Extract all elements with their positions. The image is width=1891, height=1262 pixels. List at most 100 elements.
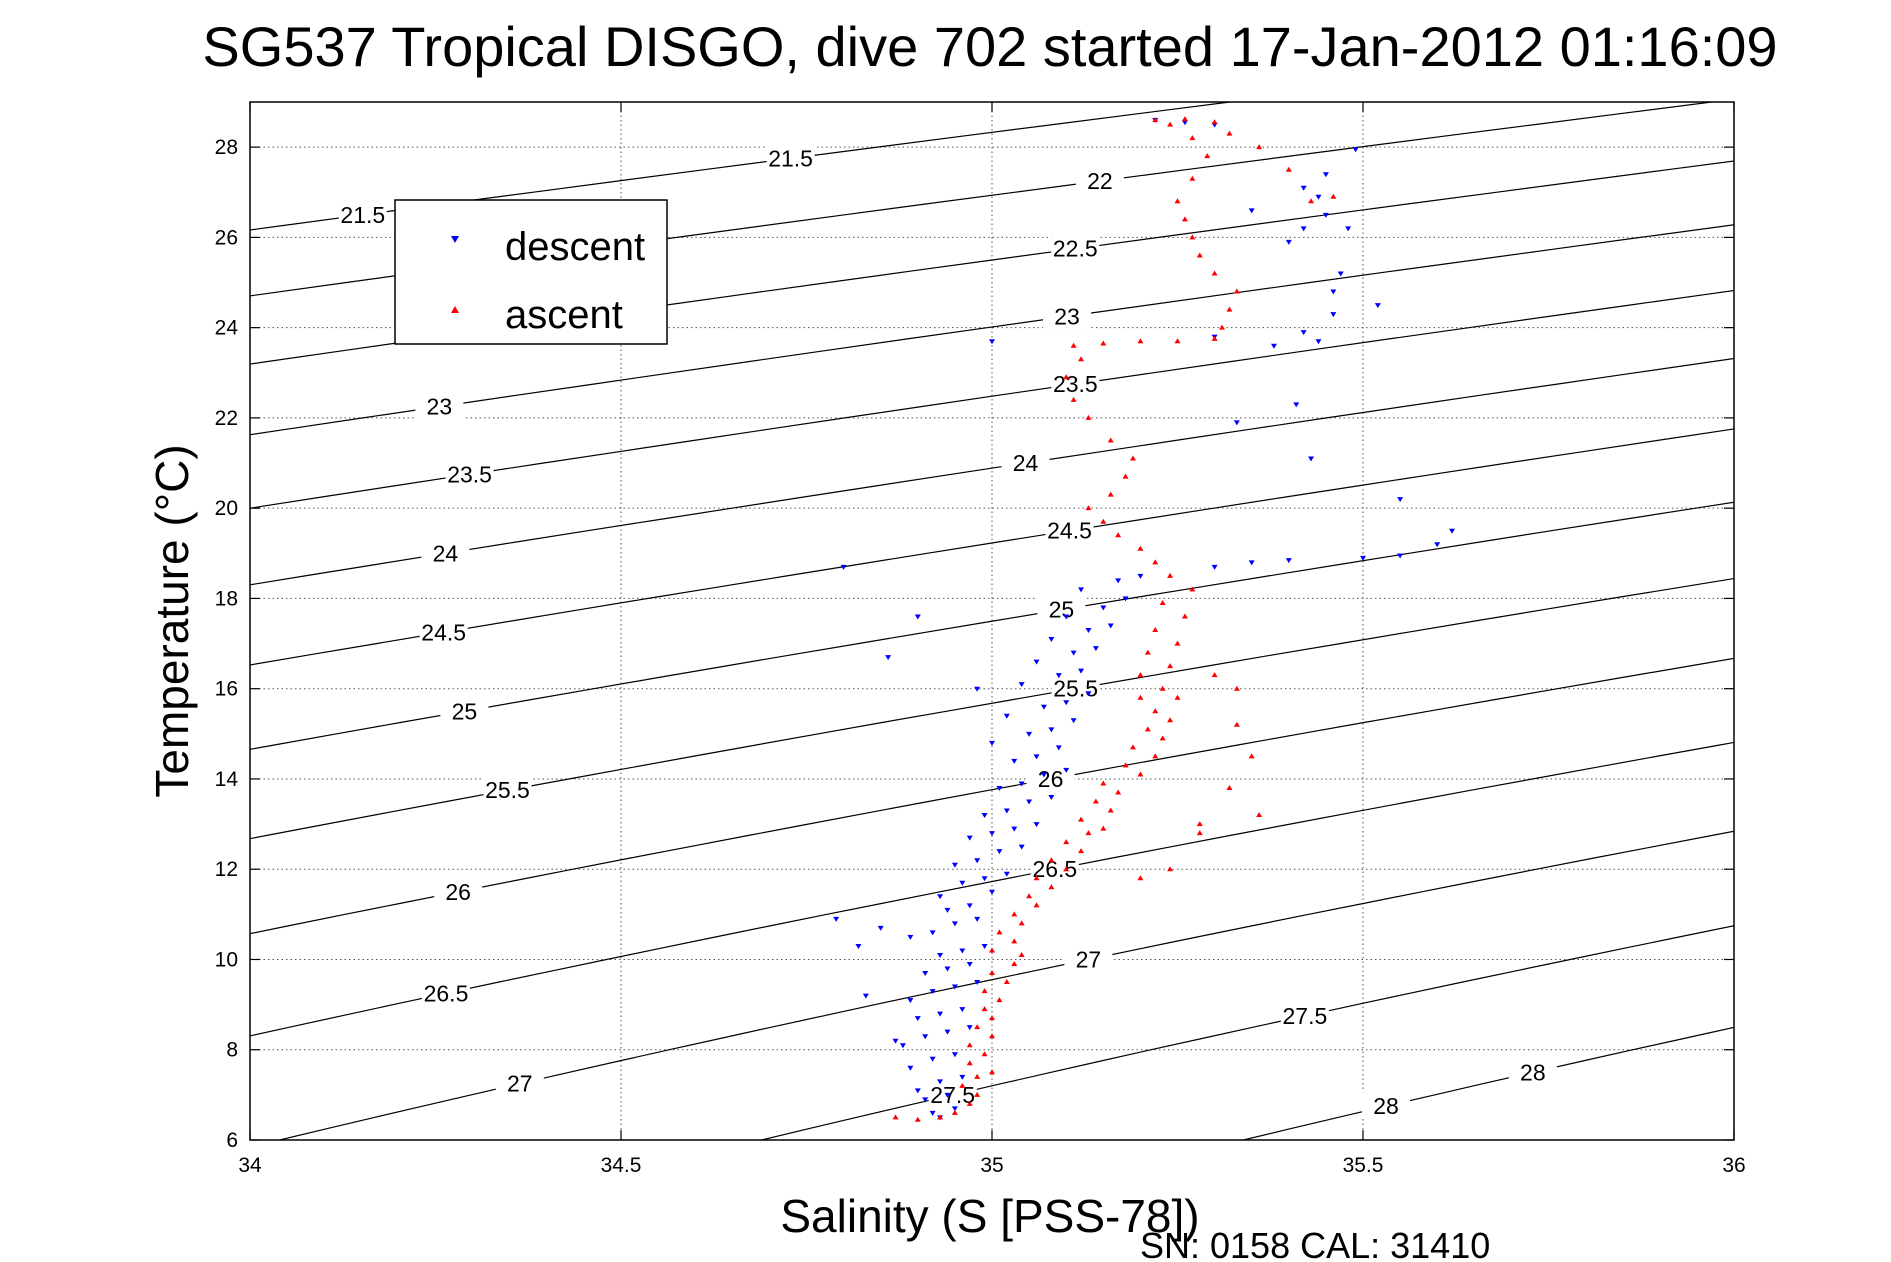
- descent-point: [1085, 691, 1092, 697]
- isopycnal-label-bg: [1037, 595, 1086, 622]
- descent-point: [1285, 239, 1292, 245]
- descent-point: [914, 614, 921, 620]
- descent-point: [989, 740, 995, 746]
- ascent-point: [1174, 694, 1181, 700]
- isopycnal-label: 21.5: [340, 202, 385, 228]
- descent-point: [1211, 564, 1218, 570]
- y-tick-label: 14: [215, 768, 239, 791]
- descent-point: [929, 1110, 936, 1116]
- descent-point: [1352, 147, 1359, 153]
- ascent-point: [1159, 685, 1166, 691]
- ascent-point: [1100, 780, 1107, 786]
- descent-point: [1434, 542, 1441, 548]
- ascent-point: [1011, 911, 1018, 917]
- ascent-point: [1018, 951, 1025, 957]
- descent-point: [1115, 578, 1122, 584]
- y-tick-label: 22: [215, 407, 238, 430]
- descent-point: [951, 1052, 958, 1058]
- isopycnal-line: [277, 830, 1734, 1140]
- ascent-point: [1204, 153, 1211, 159]
- isopycnal-label: 25: [452, 698, 478, 724]
- ascent-point: [981, 1051, 988, 1057]
- descent-point: [981, 943, 988, 949]
- isopycnal-label: 22.5: [1053, 236, 1098, 262]
- ascent-point: [1226, 306, 1233, 312]
- isopycnal-label-bg: [440, 697, 489, 724]
- descent-point: [1085, 628, 1092, 634]
- descent-point: [907, 1065, 914, 1071]
- isopycnal-label-bg: [1001, 449, 1050, 476]
- legend-ascent-label: ascent: [505, 293, 623, 337]
- ascent-point: [1181, 216, 1188, 222]
- legend-descent-marker: [451, 236, 459, 243]
- ascent-point: [1330, 193, 1337, 199]
- isopycnal-label-bg: [1051, 370, 1100, 397]
- ascent-point: [1196, 821, 1203, 827]
- y-tick-label: 18: [215, 587, 238, 610]
- isopycnal-label: 25: [1049, 597, 1075, 623]
- ascent-point: [966, 1100, 973, 1106]
- descent-point: [1026, 799, 1033, 805]
- isopycnal-line: [250, 577, 1734, 840]
- descent-point: [1063, 700, 1070, 706]
- descent-point: [1011, 826, 1018, 832]
- descent-point: [1040, 772, 1047, 778]
- ascent-point: [1144, 649, 1151, 655]
- descent-point: [922, 1097, 929, 1103]
- ascent-point: [1033, 875, 1040, 881]
- ascent-point: [1137, 875, 1144, 881]
- descent-point: [966, 961, 973, 967]
- descent-point: [959, 1007, 966, 1013]
- ascent-point: [1256, 812, 1263, 818]
- legend-descent-label: descent: [505, 225, 645, 269]
- isopycnal-label: 24: [1013, 450, 1039, 476]
- descent-point: [1107, 623, 1114, 629]
- isopycnal-label-bg: [483, 776, 532, 803]
- ascent-point: [1100, 340, 1107, 346]
- descent-point: [989, 339, 995, 345]
- ascent-point: [1167, 663, 1174, 669]
- descent-point: [1033, 822, 1040, 828]
- ascent-point: [1167, 866, 1174, 872]
- isopycnal-label-bg: [1280, 1001, 1329, 1028]
- descent-point: [877, 925, 884, 931]
- descent-point: [1300, 330, 1307, 336]
- descent-point: [959, 1074, 966, 1080]
- isopycnal-label: 28: [1373, 1093, 1399, 1119]
- descent-point: [1048, 727, 1055, 733]
- descent-point: [1137, 573, 1144, 579]
- descent-point: [1048, 637, 1055, 643]
- axis-ticks: 34 34.5 35 35.5 36 6 8 10 12 14 16 18 20 22 24 26 28: [215, 102, 1746, 1177]
- ascent-point: [1003, 979, 1010, 985]
- isopycnal-label: 28: [1520, 1059, 1546, 1085]
- ascent-point: [974, 1073, 981, 1079]
- isopycnal-line: [250, 501, 1734, 750]
- ascent-point: [1174, 640, 1181, 646]
- descent-point: [1055, 745, 1062, 751]
- descent-point: [1270, 343, 1277, 349]
- ascent-point: [1115, 532, 1122, 538]
- ascent-point: [951, 1109, 958, 1115]
- descent-point: [862, 993, 869, 999]
- plot-area: 21.521.5222222.522.5232323.523.5242424.5…: [215, 101, 1746, 1177]
- ascent-point: [1189, 175, 1196, 181]
- ascent-point: [1078, 356, 1085, 362]
- ascent-point: [1137, 771, 1144, 777]
- ascent-point: [1144, 726, 1151, 732]
- descent-point: [1078, 587, 1085, 593]
- descent-point: [1345, 226, 1352, 232]
- isopycnal-label: 26: [445, 879, 471, 905]
- ascent-point: [1063, 839, 1070, 845]
- ascent-point: [1152, 559, 1159, 565]
- descent-point: [1122, 596, 1129, 602]
- descent-point: [981, 876, 988, 882]
- ascent-point: [1211, 119, 1218, 125]
- descent-point: [996, 849, 1003, 855]
- isopycnal-label-bg: [421, 979, 470, 1006]
- ascent-point: [1248, 753, 1255, 759]
- ascent-point: [1152, 753, 1159, 759]
- isopycnal-label: 27: [507, 1071, 533, 1097]
- ascent-point: [1167, 572, 1174, 578]
- descent-point: [1449, 528, 1456, 534]
- y-tick-label: 6: [226, 1129, 238, 1152]
